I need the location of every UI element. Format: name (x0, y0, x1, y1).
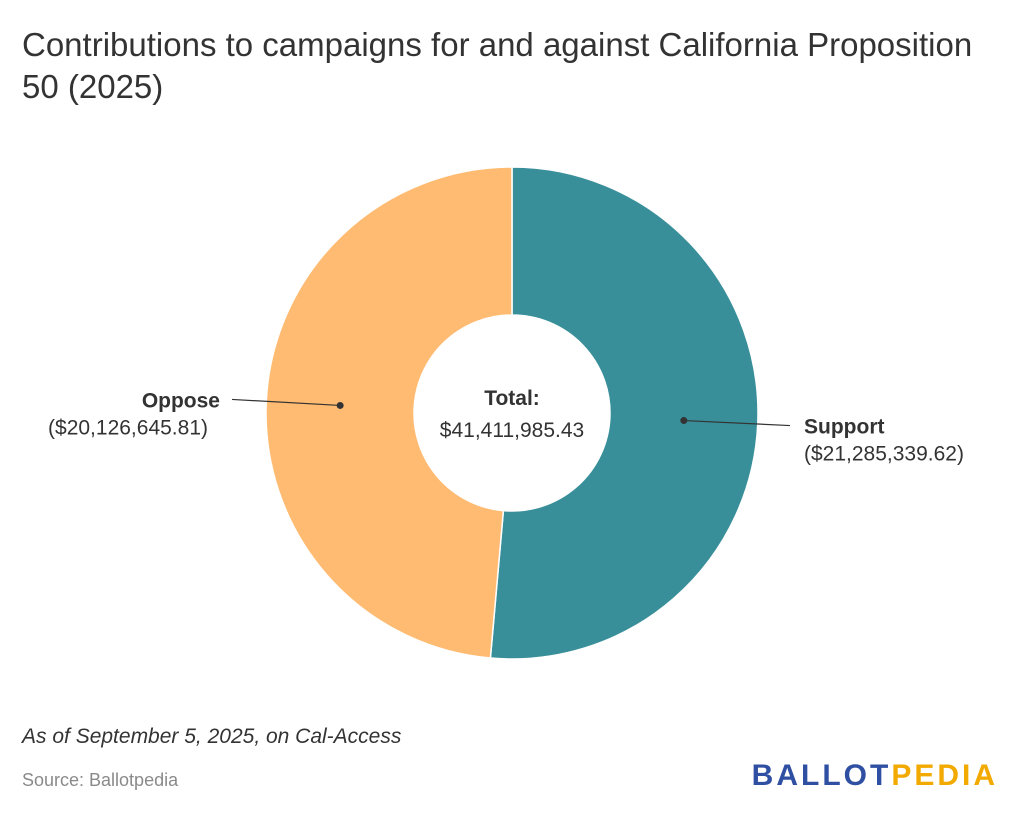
chart-title: Contributions to campaigns for and again… (22, 26, 973, 105)
logo-part-1: BALLOT (751, 759, 892, 792)
leader-line-oppose (231, 398, 341, 407)
slice-value-support: ($21,285,339.62) (804, 443, 964, 466)
slice-label-support: Support (804, 416, 884, 439)
logo-part-2: PEDIA (891, 759, 998, 792)
footnote: As of September 5, 2025, on Cal-Access (22, 725, 402, 748)
source-note: Source: Ballotpedia (22, 770, 179, 790)
center-total-label: Total: (484, 387, 540, 410)
donut-slice-oppose (265, 166, 513, 659)
slice-label-oppose: Oppose (142, 389, 220, 412)
slice-value-oppose: ($20,126,645.81) (48, 416, 208, 439)
ballotpedia-logo: BALLOTPEDIA (752, 759, 998, 793)
leader-line-support (683, 419, 791, 427)
donut-slice-support (489, 166, 759, 660)
center-total-value: $41,411,985.43 (440, 419, 584, 442)
